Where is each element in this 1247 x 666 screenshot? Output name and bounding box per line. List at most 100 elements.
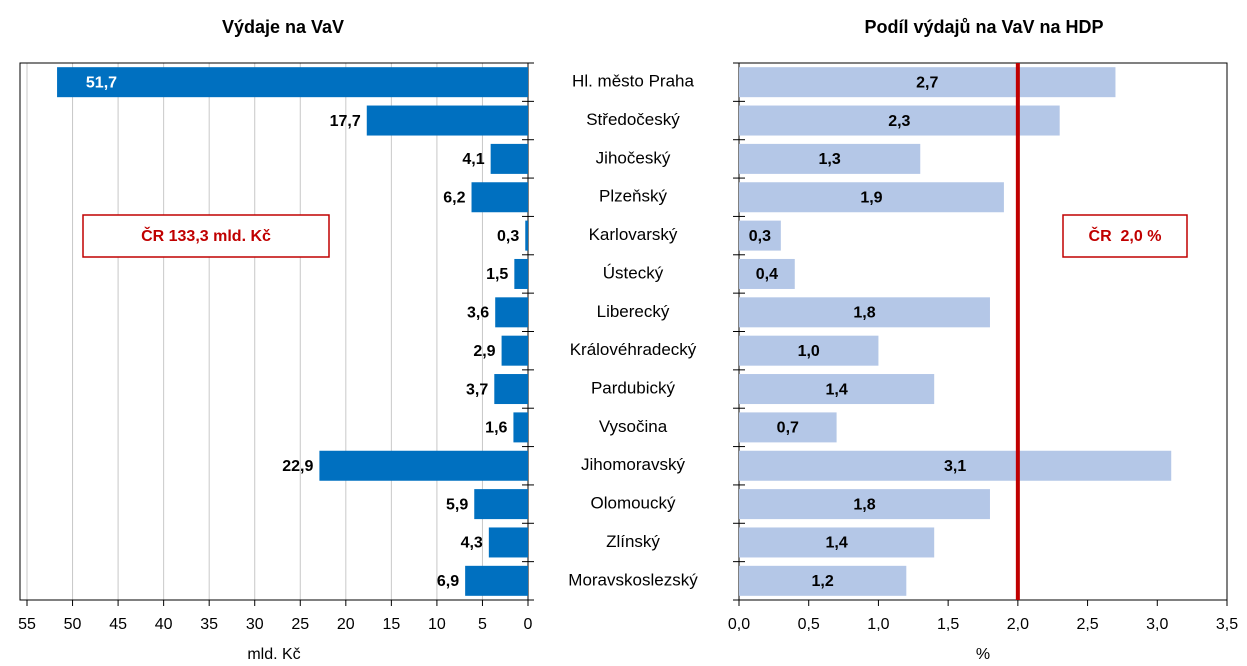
bar	[474, 489, 528, 520]
category-label: Jihočeský	[596, 148, 671, 167]
bar	[739, 143, 921, 174]
value-label: 2,9	[473, 343, 495, 360]
value-label: 3,1	[944, 458, 966, 475]
value-label: 4,3	[461, 535, 483, 552]
x-tick-label: 3,0	[1146, 616, 1168, 633]
annotation: ČR 133,3 mld. Kč	[141, 226, 271, 245]
value-label: 4,1	[462, 151, 484, 168]
x-tick-label: 15	[382, 616, 400, 633]
bar	[488, 527, 528, 558]
value-label: 3,6	[467, 305, 489, 322]
value-label: 0,7	[777, 420, 799, 437]
bar	[739, 450, 1172, 481]
bar	[490, 143, 528, 174]
bar	[739, 412, 837, 443]
chart-title: Podíl výdajů na VaV na HDP	[864, 17, 1103, 37]
value-label: 0,3	[497, 228, 519, 245]
x-tick-label: 0,0	[728, 616, 750, 633]
value-label: 5,9	[446, 496, 468, 513]
value-label: 1,6	[485, 420, 507, 437]
x-tick-label: 30	[246, 616, 264, 633]
annotation: ČR 2,0 %	[1089, 226, 1162, 245]
bar	[739, 565, 907, 596]
axis-title: mld. Kč	[247, 646, 300, 663]
bar	[465, 565, 528, 596]
category-label: Královéhradecký	[570, 340, 697, 359]
annotation-box	[82, 214, 330, 258]
value-label: 1,8	[853, 305, 875, 322]
value-label: 51,7	[86, 74, 117, 91]
x-tick-label: 3,5	[1216, 616, 1238, 633]
bar	[739, 297, 990, 328]
bar	[525, 220, 528, 251]
chart-title: Výdaje na VaV	[222, 17, 344, 37]
value-label: 0,3	[749, 228, 771, 245]
x-tick-label: 2,5	[1076, 616, 1098, 633]
category-label: Olomoucký	[590, 494, 676, 513]
category-label: Zlínský	[606, 532, 660, 551]
bar	[494, 374, 528, 405]
bar	[739, 527, 935, 558]
bar	[471, 182, 528, 213]
x-tick-label: 45	[109, 616, 127, 633]
bar	[739, 220, 781, 251]
x-tick-label: 2,0	[1007, 616, 1029, 633]
value-label: 2,3	[888, 113, 910, 130]
annotation-box	[1062, 214, 1188, 258]
x-tick-label: 0,5	[798, 616, 820, 633]
bar	[501, 335, 528, 366]
value-label: 1,3	[819, 151, 841, 168]
bar	[739, 335, 879, 366]
value-label: 1,0	[798, 343, 820, 360]
category-label: Pardubický	[591, 379, 676, 398]
category-label: Ústecký	[603, 263, 664, 282]
bar	[57, 67, 529, 98]
value-label: 3,7	[466, 381, 488, 398]
plot-frame	[19, 62, 529, 601]
axis-title: %	[976, 646, 990, 663]
x-tick-label: 1,5	[937, 616, 959, 633]
category-label: Karlovarský	[589, 225, 678, 244]
category-label: Hl. město Praha	[572, 72, 694, 91]
bar	[739, 258, 795, 289]
value-label: 1,4	[825, 381, 847, 398]
value-label: 1,8	[853, 496, 875, 513]
value-label: 6,2	[443, 189, 465, 206]
bar	[366, 105, 528, 136]
category-label: Moravskoslezský	[568, 570, 698, 589]
bar	[739, 105, 1060, 136]
value-label: 1,4	[825, 535, 847, 552]
bar	[495, 297, 528, 328]
bar	[739, 374, 935, 405]
category-label: Vysočina	[599, 417, 668, 436]
x-tick-label: 25	[291, 616, 309, 633]
bar	[739, 182, 1004, 213]
value-label: 17,7	[330, 113, 361, 130]
category-label: Jihomoravský	[581, 455, 685, 474]
x-tick-label: 50	[64, 616, 82, 633]
x-tick-label: 5	[478, 616, 487, 633]
x-tick-label: 35	[200, 616, 218, 633]
value-label: 6,9	[437, 573, 459, 590]
value-label: 1,5	[486, 266, 508, 283]
x-tick-label: 10	[428, 616, 446, 633]
value-label: 1,9	[860, 189, 882, 206]
x-tick-label: 1,0	[867, 616, 889, 633]
value-label: 22,9	[282, 458, 313, 475]
category-label: Plzeňský	[599, 187, 668, 206]
bar	[739, 67, 1116, 98]
category-label: Liberecký	[597, 302, 670, 321]
bar	[739, 489, 990, 520]
bar	[514, 258, 528, 289]
x-tick-label: 20	[337, 616, 355, 633]
value-label: 2,7	[916, 74, 938, 91]
x-tick-label: 55	[18, 616, 36, 633]
value-label: 0,4	[756, 266, 778, 283]
bar	[513, 412, 528, 443]
x-tick-label: 40	[155, 616, 173, 633]
x-tick-label: 0	[524, 616, 533, 633]
category-label: Středočeský	[586, 110, 680, 129]
bar	[319, 450, 528, 481]
